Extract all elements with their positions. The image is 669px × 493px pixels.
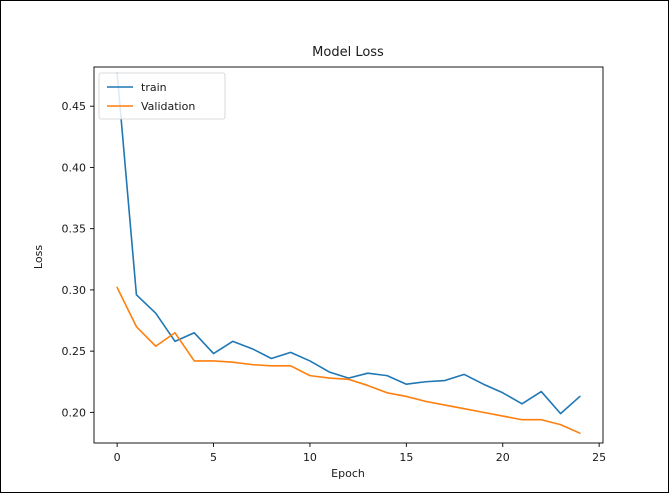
y-tick-label: 0.30 xyxy=(62,284,87,297)
y-tick-label: 0.40 xyxy=(62,161,87,174)
x-tick-label: 20 xyxy=(496,451,510,464)
y-tick-label: 0.35 xyxy=(62,223,87,236)
x-tick-label: 5 xyxy=(210,451,217,464)
x-tick-label: 10 xyxy=(303,451,317,464)
x-tick-label: 0 xyxy=(114,451,121,464)
y-tick-label: 0.45 xyxy=(62,100,87,113)
chart-title: Model Loss xyxy=(312,45,384,60)
legend: train Validation xyxy=(98,72,226,120)
y-tick-label: 0.25 xyxy=(62,345,87,358)
legend-label: train xyxy=(141,81,167,94)
series-line-validation xyxy=(116,286,581,435)
x-axis-label: Epoch xyxy=(331,467,365,480)
y-tick-label: 0.20 xyxy=(62,406,87,419)
legend-box xyxy=(98,72,226,120)
plot-frame xyxy=(93,66,604,444)
legend-label: Validation xyxy=(141,100,195,113)
x-tick-label: 15 xyxy=(399,451,413,464)
series-line-train xyxy=(116,72,581,415)
x-tick-label: 25 xyxy=(592,451,606,464)
y-axis-label: Loss xyxy=(32,245,45,269)
